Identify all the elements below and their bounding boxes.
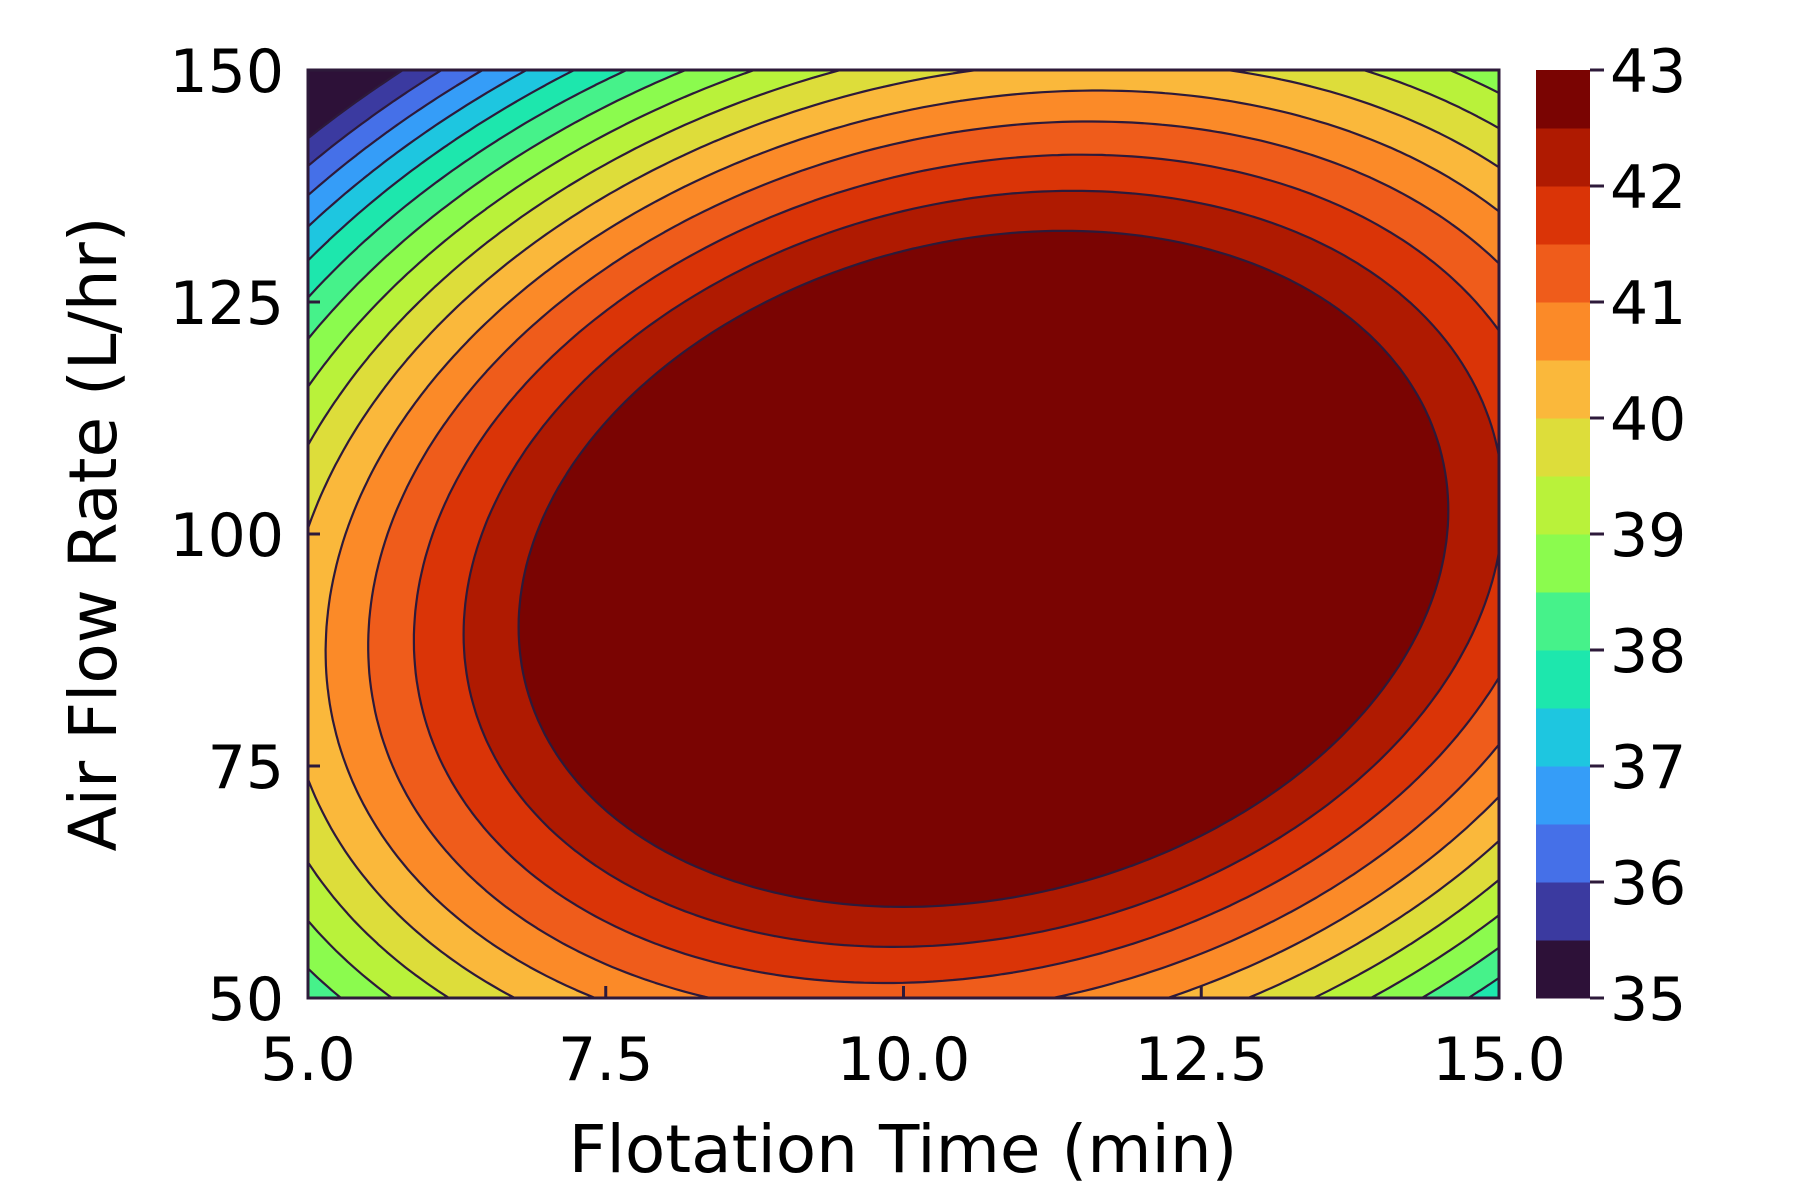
contour-fill (308, 70, 1499, 998)
colorbar-ticks: 35 36 37 38 39 40 41 42 43 (1590, 37, 1686, 1035)
colorbar-tick-label: 41 (1610, 269, 1686, 339)
y-axis-title: Air Flow Rate (L/hr) (55, 216, 132, 851)
colorbar-tick-label: 43 (1610, 37, 1686, 107)
contour-line (324, 89, 1501, 1000)
y-tick-label: 100 (169, 501, 284, 571)
x-axis-ticks: 5.0 7.5 10.0 12.5 15.0 (260, 986, 1566, 1095)
y-axis-ticks: 50 75 100 125 150 (169, 37, 320, 1035)
colorbar-tick-label: 36 (1610, 849, 1686, 919)
y-tick-label: 50 (208, 965, 284, 1035)
x-axis-title: Flotation Time (min) (569, 1111, 1238, 1188)
y-tick-label: 150 (169, 37, 284, 107)
contour-line (306, 68, 405, 140)
colorbar-segment (1536, 766, 1590, 825)
colorbar-segment (1536, 708, 1590, 767)
x-tick-label: 5.0 (260, 1025, 355, 1095)
y-tick-label: 125 (169, 269, 284, 339)
x-tick-label: 7.5 (558, 1025, 653, 1095)
colorbar-tick-label: 38 (1610, 617, 1686, 687)
colorbar-segment (1536, 940, 1590, 999)
contour-lines (306, 68, 1501, 1000)
contour-line (367, 120, 1501, 1000)
colorbar-segment (1536, 882, 1590, 941)
colorbar-segment (1536, 592, 1590, 651)
colorbar-segment (1536, 360, 1590, 419)
contour-line (412, 153, 1501, 985)
colorbar-tick-label: 35 (1610, 965, 1686, 1035)
x-tick-label: 15.0 (1432, 1025, 1566, 1095)
colorbar-segment (1536, 244, 1590, 303)
colorbar-segment (1536, 476, 1590, 535)
contour-line (306, 68, 576, 262)
x-tick-label: 10.0 (837, 1025, 971, 1095)
colorbar-segment (1536, 186, 1590, 245)
colorbar-segment (1536, 534, 1590, 593)
contour-line (306, 68, 443, 167)
contour-line (462, 189, 1501, 948)
contour-line (306, 68, 1501, 1000)
colorbar-segment (1536, 128, 1590, 187)
plot-area (306, 68, 1501, 1000)
colorbar-tick-label: 40 (1610, 385, 1686, 455)
colorbar-segment (1536, 418, 1590, 477)
colorbar-tick-label: 37 (1610, 733, 1686, 803)
contour-line (306, 68, 1501, 1000)
x-tick-label: 12.5 (1134, 1025, 1268, 1095)
colorbar-segment (1536, 650, 1590, 709)
colorbar-tick-label: 39 (1610, 501, 1686, 571)
colorbar-tick-label: 42 (1610, 153, 1686, 223)
contour-line (306, 68, 1501, 1000)
y-tick-label: 75 (208, 733, 284, 803)
colorbar-segment (1536, 302, 1590, 361)
contour-line (517, 229, 1450, 908)
colorbar-segment (1536, 70, 1590, 129)
colorbar-segment (1536, 824, 1590, 883)
colorbar (1536, 70, 1590, 999)
